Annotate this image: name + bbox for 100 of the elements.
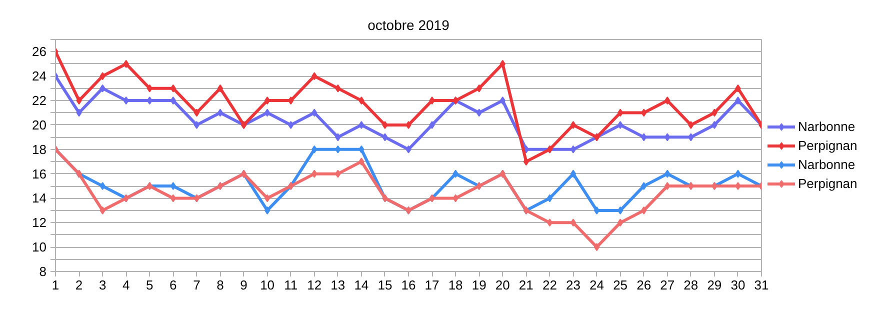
- point: [146, 84, 152, 92]
- point: [570, 145, 576, 154]
- point: [194, 120, 200, 129]
- point: [617, 206, 624, 214]
- point: [500, 96, 506, 105]
- point: [123, 60, 129, 68]
- x-tick-label: 20: [495, 278, 510, 292]
- x-tick-label: 29: [707, 278, 722, 292]
- point: [170, 194, 176, 202]
- y-tick-label: 24: [32, 68, 47, 84]
- point: [735, 96, 741, 105]
- y-tick-label: 8: [39, 264, 47, 279]
- point: [664, 182, 670, 190]
- point: [712, 108, 718, 117]
- y-tick-label: 26: [32, 44, 47, 60]
- point: [688, 133, 694, 142]
- point: [664, 133, 670, 142]
- point: [335, 84, 341, 92]
- point: [664, 96, 670, 105]
- y-tick-label: 20: [32, 117, 47, 132]
- x-tick-label: 19: [472, 278, 486, 292]
- point: [429, 96, 435, 105]
- point: [617, 108, 624, 117]
- x-tick-label: 15: [378, 278, 392, 292]
- x-tick-label: 9: [240, 278, 248, 292]
- point: [312, 170, 318, 178]
- y-tick-label: 16: [32, 166, 47, 182]
- y-tick-label: 10: [32, 240, 47, 255]
- x-tick-label: 28: [684, 278, 698, 292]
- point: [76, 96, 82, 105]
- point: [264, 206, 270, 214]
- point: [358, 145, 364, 154]
- point: [570, 218, 576, 227]
- point: [335, 133, 341, 142]
- point: [476, 84, 482, 92]
- point: [312, 145, 318, 154]
- x-tick-label: 17: [424, 278, 440, 292]
- x-tick-label: 10: [260, 278, 275, 292]
- point: [570, 170, 576, 178]
- x-tick-label: 21: [518, 278, 534, 292]
- point: [452, 194, 458, 202]
- x-tick-label: 1: [52, 278, 60, 292]
- x-tick-label: 24: [590, 278, 604, 292]
- point: [382, 120, 388, 129]
- point: [146, 96, 152, 105]
- point: [288, 120, 294, 129]
- point: [476, 108, 482, 117]
- x-tick-label: 8: [216, 278, 224, 292]
- point: [523, 158, 529, 166]
- point: [641, 206, 647, 214]
- point: [170, 84, 176, 92]
- point: [641, 133, 647, 142]
- point: [100, 72, 106, 80]
- x-tick-label: 14: [354, 278, 369, 292]
- point: [735, 170, 741, 178]
- x-tick-label: 7: [193, 278, 200, 292]
- y-tick-label: 22: [32, 93, 47, 108]
- point: [100, 206, 106, 214]
- y-tick-label: 14: [32, 190, 47, 206]
- point: [688, 120, 694, 129]
- point: [546, 218, 553, 227]
- x-tick-label: 3: [98, 278, 106, 292]
- y-tick-label: 12: [32, 215, 47, 230]
- legend-label: Perpignan: [798, 175, 858, 192]
- point: [264, 108, 270, 117]
- point: [452, 170, 458, 178]
- point: [170, 182, 176, 190]
- point: [406, 120, 412, 129]
- point: [382, 133, 388, 142]
- point: [312, 72, 318, 80]
- y-tick-label: 18: [32, 142, 47, 157]
- x-tick-label: 5: [146, 278, 154, 292]
- point: [123, 96, 129, 105]
- x-tick-label: 6: [170, 278, 177, 292]
- x-tick-label: 4: [122, 278, 130, 292]
- point: [641, 108, 647, 117]
- x-tick-label: 22: [542, 278, 557, 292]
- point: [170, 96, 176, 105]
- point: [264, 194, 270, 202]
- legend-label: Narbonne: [798, 118, 856, 135]
- point: [570, 120, 576, 129]
- x-tick-label: 18: [448, 278, 463, 292]
- x-tick-label: 25: [613, 278, 628, 292]
- point: [100, 84, 106, 92]
- x-tick-label: 31: [754, 278, 769, 292]
- point: [594, 243, 600, 252]
- x-tick-label: 11: [284, 278, 298, 292]
- point: [617, 218, 624, 227]
- point: [735, 84, 741, 92]
- point: [335, 145, 341, 154]
- x-tick-label: 2: [75, 278, 83, 292]
- legend-label: Narbonne: [798, 156, 856, 173]
- chart-title: octobre 2019: [368, 17, 450, 33]
- point: [217, 84, 224, 92]
- point: [735, 182, 741, 190]
- x-tick-label: 27: [660, 278, 675, 292]
- point: [429, 120, 435, 129]
- point: [594, 206, 600, 214]
- legend-label: Perpignan: [798, 137, 858, 154]
- x-tick-label: 23: [566, 278, 580, 292]
